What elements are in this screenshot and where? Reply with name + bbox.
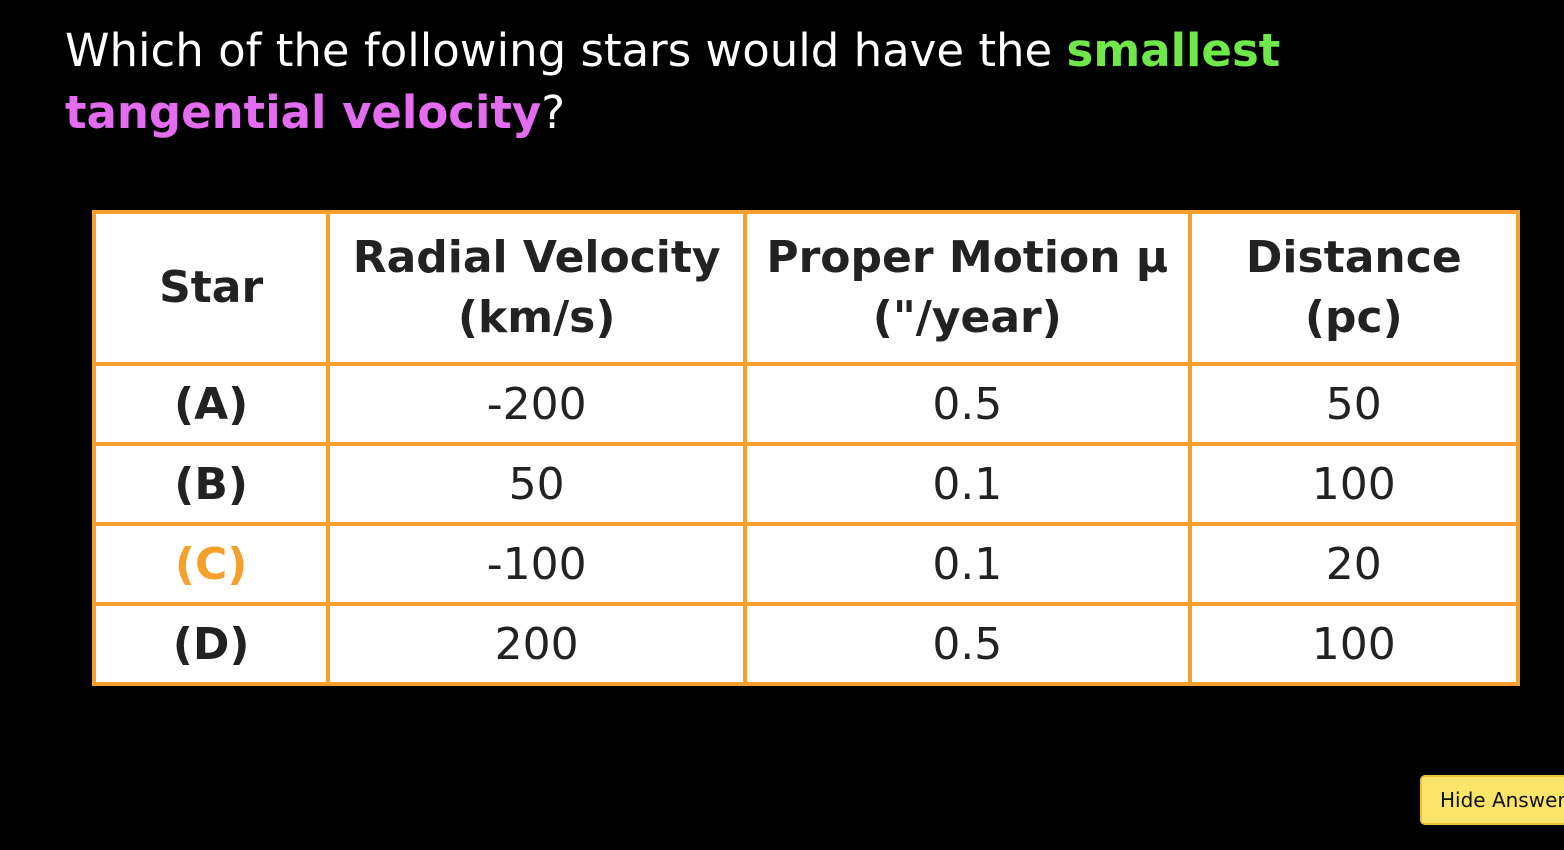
hide-answer-button[interactable]: Hide Answer [1420, 775, 1564, 825]
header-line: Radial Velocity [352, 232, 721, 283]
header-line: ("/year) [872, 292, 1062, 343]
header-line: (pc) [1304, 292, 1403, 343]
table-row: (A) -200 0.5 50 [91, 362, 1521, 446]
star-cell: (C) [91, 522, 331, 606]
value-cell: -200 [326, 362, 748, 446]
table-row: (B) 50 0.1 100 [91, 442, 1521, 526]
question-text [1280, 24, 1294, 77]
star-cell: (D) [91, 602, 331, 686]
value-cell: 0.5 [743, 602, 1192, 686]
header-cell: Radial Velocity (km/s) [326, 210, 748, 366]
question-text: Which of the following stars would have … [65, 24, 1067, 77]
value-cell: 100 [1187, 602, 1521, 686]
question-highlight: smallest [1066, 24, 1281, 77]
header-line: Star [159, 262, 264, 313]
table-row: (D) 200 0.5 100 [91, 602, 1521, 686]
value-cell: 50 [326, 442, 748, 526]
header-row: Star Radial Velocity (km/s) Proper Motion μ… [91, 210, 1521, 366]
header-line: Distance [1245, 232, 1462, 283]
header-cell: Distance (pc) [1187, 210, 1521, 366]
value-cell: 200 [326, 602, 748, 686]
star-cell: (A) [91, 362, 331, 446]
header-line: Proper Motion μ [766, 232, 1169, 283]
header-cell: Star [91, 210, 331, 366]
question: Which of the following stars would have … [65, 20, 1505, 144]
header-cell: Proper Motion μ ("/year) [743, 210, 1192, 366]
question-text: ? [541, 86, 566, 139]
value-cell: 50 [1187, 362, 1521, 446]
table-row: (C) -100 0.1 20 [91, 522, 1521, 606]
data-table: Star Radial Velocity (km/s) Proper Motion μ… [91, 210, 1521, 686]
question-highlight: tangential velocity [65, 86, 542, 139]
value-cell: 20 [1187, 522, 1521, 606]
header-line: (km/s) [457, 292, 616, 343]
value-cell: 0.1 [743, 522, 1192, 606]
value-cell: -100 [326, 522, 748, 606]
value-cell: 0.5 [743, 362, 1192, 446]
star-cell: (B) [91, 442, 331, 526]
value-cell: 0.1 [743, 442, 1192, 526]
value-cell: 100 [1187, 442, 1521, 526]
